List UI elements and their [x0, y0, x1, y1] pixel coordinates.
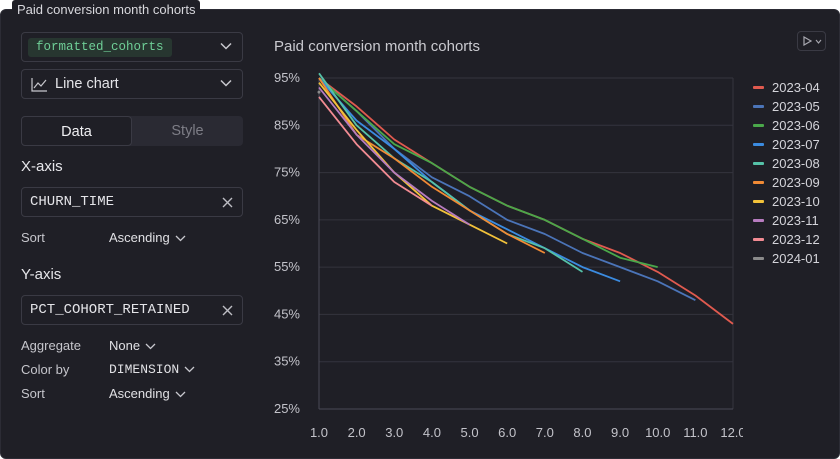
- x-tick-label: 2.0: [348, 425, 366, 440]
- aggregate-value: None: [109, 338, 141, 353]
- legend-label: 2023-11: [772, 213, 819, 228]
- chevron-down-icon: [815, 39, 822, 44]
- chart-type-select[interactable]: Line chart: [21, 69, 243, 99]
- legend-swatch: [753, 181, 764, 184]
- x-sort-dropdown[interactable]: Ascending: [109, 230, 186, 245]
- y-axis-heading: Y-axis: [21, 266, 62, 283]
- close-icon[interactable]: [222, 197, 233, 208]
- legend-swatch: [753, 124, 764, 127]
- x-tick-label: 5.0: [461, 425, 479, 440]
- tab-style[interactable]: Style: [171, 123, 204, 139]
- legend-label: 2024-01: [772, 251, 820, 266]
- y-tick-label: 85%: [274, 117, 300, 132]
- x-tick-label: 10.0: [645, 425, 670, 440]
- y-sort-value: Ascending: [109, 386, 170, 401]
- legend-swatch: [753, 105, 764, 108]
- x-tick-label: 11.0: [683, 425, 707, 440]
- data-style-toggle: Data Style: [21, 116, 243, 146]
- series-line-2023-11: [318, 86, 470, 226]
- aggregate-dropdown[interactable]: None: [109, 338, 156, 353]
- y-tick-label: 35%: [274, 354, 300, 369]
- legend-label: 2023-12: [772, 232, 820, 247]
- cell-title-tab: Paid conversion month cohorts: [12, 0, 201, 20]
- x-tick-label: 3.0: [385, 425, 403, 440]
- run-button[interactable]: [797, 31, 826, 51]
- series-point-2024-01: [317, 90, 321, 94]
- series-line-2023-08: [318, 72, 583, 273]
- y-tick-label: 25%: [274, 401, 300, 416]
- series-line-2023-12: [318, 96, 433, 207]
- legend-label: 2023-09: [772, 175, 820, 190]
- y-tick-label: 45%: [274, 306, 300, 321]
- legend-label: 2023-08: [772, 156, 820, 171]
- chevron-down-icon: [220, 42, 232, 50]
- line-chart-icon: [31, 78, 47, 92]
- x-tick-label: 6.0: [498, 425, 516, 440]
- chevron-down-icon: [220, 79, 232, 87]
- close-icon[interactable]: [222, 305, 233, 316]
- color-by-label: Color by: [21, 362, 70, 377]
- chart-title: Paid conversion month cohorts: [274, 38, 480, 55]
- x-tick-label: 9.0: [611, 425, 629, 440]
- y-tick-label: 55%: [274, 259, 300, 274]
- chevron-down-icon: [175, 235, 186, 242]
- legend-label: 2023-06: [772, 118, 820, 133]
- chevron-down-icon: [184, 366, 195, 373]
- series-line-2023-10: [318, 82, 508, 245]
- legend-swatch: [753, 238, 764, 241]
- dataset-pill: formatted_cohorts: [28, 38, 172, 57]
- legend-swatch: [753, 257, 764, 260]
- color-by-value: DIMENSION: [109, 362, 180, 377]
- legend-label: 2023-07: [772, 137, 820, 152]
- chevron-down-icon: [175, 391, 186, 398]
- series-line-2023-07: [318, 77, 621, 283]
- x-sort-label: Sort: [21, 230, 45, 245]
- legend-swatch: [753, 162, 764, 165]
- x-tick-label: 4.0: [423, 425, 441, 440]
- y-axis-column-field[interactable]: PCT_COHORT_RETAINED: [21, 295, 243, 325]
- x-axis-column-value: CHURN_TIME: [30, 194, 115, 210]
- aggregate-label: Aggregate: [21, 338, 81, 353]
- legend-label: 2023-05: [772, 99, 820, 114]
- color-by-dropdown[interactable]: DIMENSION: [109, 362, 195, 377]
- y-tick-label: 65%: [274, 212, 300, 227]
- y-axis-column-value: PCT_COHORT_RETAINED: [30, 302, 190, 318]
- line-chart: 25% 35% 45% 55% 65% 75% 85% 95% 1.0 2.0 3.0 4.0 5.0 6…: [274, 70, 743, 440]
- legend-label: 2023-04: [772, 80, 820, 95]
- x-axis-column-field[interactable]: CHURN_TIME: [21, 187, 243, 217]
- legend-swatch: [753, 200, 764, 203]
- chart-type-label: Line chart: [55, 76, 119, 92]
- chart-cell-panel: formatted_cohorts Line chart Data Style …: [0, 9, 840, 459]
- x-axis-heading: X-axis: [21, 158, 63, 175]
- series-line-2023-05: [318, 77, 696, 302]
- legend-label: 2023-10: [772, 194, 820, 209]
- y-sort-dropdown[interactable]: Ascending: [109, 386, 186, 401]
- x-tick-label: 8.0: [573, 425, 591, 440]
- x-tick-label: 12.0: [720, 425, 743, 440]
- series-line-2023-06: [318, 77, 658, 268]
- dataset-select[interactable]: formatted_cohorts: [21, 32, 243, 62]
- legend-swatch: [753, 86, 764, 89]
- y-sort-label: Sort: [21, 386, 45, 401]
- y-tick-label: 95%: [274, 70, 300, 85]
- y-tick-label: 75%: [274, 165, 300, 180]
- x-tick-label: 1.0: [310, 425, 328, 440]
- play-icon: [803, 36, 812, 46]
- x-sort-value: Ascending: [109, 230, 170, 245]
- chevron-down-icon: [145, 343, 156, 350]
- legend-swatch: [753, 143, 764, 146]
- legend-swatch: [753, 219, 764, 222]
- tab-data[interactable]: Data: [21, 116, 132, 146]
- x-tick-label: 7.0: [536, 425, 554, 440]
